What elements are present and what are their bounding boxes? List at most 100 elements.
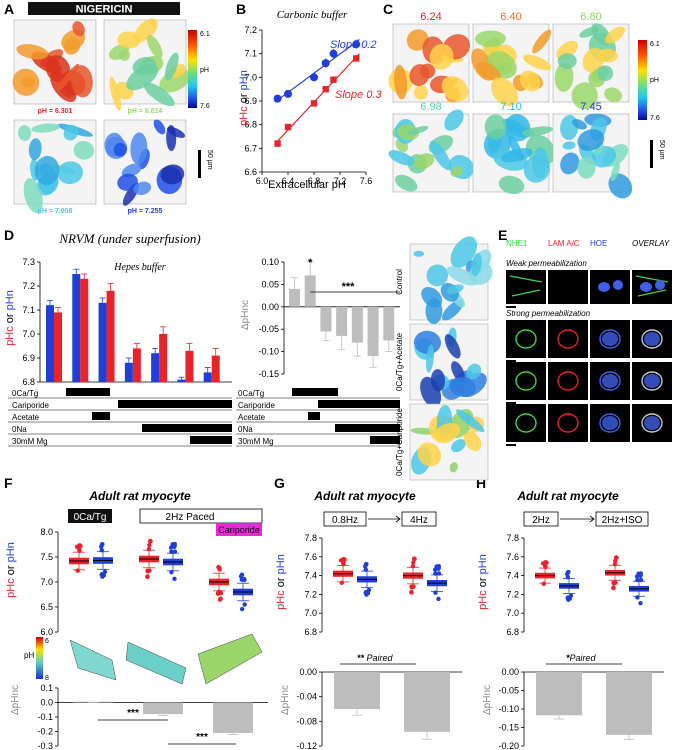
panel-e-strong-nucleus [602, 416, 618, 430]
panel-e-scalebar [506, 402, 516, 404]
panel-d-image-1-cell [425, 344, 435, 373]
panel-c-tile-5 [552, 113, 633, 199]
panel-f-top-outlier [147, 538, 153, 544]
panel-g-top-outlier [410, 564, 416, 569]
panel-a-tile-1-cell [132, 57, 157, 75]
panel-h-ylabel: pHc or pHn [477, 554, 489, 610]
panel-f-top-outlier [147, 568, 152, 573]
panel-a-tile-2-cell [63, 124, 79, 141]
panel-d-left-ytick-label: 6.9 [22, 353, 35, 363]
panel-f-tag-0catg-box [68, 509, 112, 523]
panel-a-tile-2-cell [31, 123, 60, 133]
panel-g-top-outlier [366, 587, 372, 593]
panel-b-xlabel: Extracellular pH [268, 179, 346, 191]
nigericin-header [28, 2, 180, 15]
panel-c-tile-label-2: 6.80 [580, 11, 601, 23]
panel-h-top-outlier [613, 558, 618, 564]
panel-a-tile-3-cell [160, 164, 185, 185]
panel-h-bottom-ytick-label: -0.15 [498, 723, 519, 733]
panel-a-tile-0-cell [71, 65, 93, 98]
panel-d-left-bar-pHc [185, 350, 194, 382]
panel-g-top-ytick-label: 7.6 [304, 552, 317, 562]
panel-d-cond-bar [66, 388, 110, 396]
panel-d-cond-bar [92, 412, 110, 420]
panel-c-tile-2 [552, 23, 630, 110]
panel-a-tile-3-cell [166, 126, 186, 138]
panel-e-strong-label: Strong permeabilization [506, 309, 591, 318]
panel-d-image-2-cell [451, 439, 466, 453]
panel-c-tile-2-cell [571, 82, 598, 110]
panel-f-top-outlier [168, 545, 174, 550]
panel-b-point-pHn [310, 73, 318, 82]
panel-c-tile-3-cell [407, 126, 429, 135]
panel-b-point-pHn [352, 40, 361, 49]
panel-h-bottom-bar [606, 672, 652, 735]
panel-d-star-triple: *** [342, 281, 356, 293]
panel-g-dlabel: ΔpHnc [280, 685, 291, 715]
panel-e-strong-ring [641, 329, 663, 349]
panel-d-cond-bar [308, 412, 320, 420]
panel-a-tile-label-0: pH = 6.301 [38, 108, 73, 115]
panel-d-left-bar-pHc [80, 278, 89, 382]
panel-h-top-outlier [635, 595, 640, 600]
panel-d-image-label-1: 0Ca/Tg+Acetate [395, 332, 404, 391]
panel-d-image-2-cell [449, 462, 458, 473]
panel-g-top-outlier [436, 564, 441, 569]
panel-g-tag-1: 0.8Hz [332, 515, 358, 526]
panel-f-top-outlier [145, 574, 150, 580]
panel-b-title: Carbonic buffer [277, 9, 348, 21]
panel-e-strong-cell [548, 320, 588, 358]
panel-d-image-0-cell [425, 297, 443, 325]
panel-d-right-ylabel: ΔpHnc [240, 300, 251, 330]
panel-h: Adult rat myocyte 2Hz 2Hz+ISO pHc or pHn… [477, 489, 664, 750]
panel-b-xtick-label: 6.0 [256, 176, 269, 186]
panel-f-top-outlier [172, 576, 177, 582]
panel-e-scalebar [506, 444, 516, 446]
panel-d-cond-bar [370, 436, 400, 444]
panel-f-top-ytick-label: 8.0 [40, 527, 53, 537]
panel-c-tile-5-cell [560, 152, 580, 175]
panel-c-tile-5-cell [577, 156, 596, 179]
panel-c-tile-1-cell [474, 30, 506, 47]
panel-c: 6.24 6.40 6.80 6.98 7.10 7.45 6.1 pH 7.6 50 µ… [388, 11, 665, 199]
panel-e-weak-nucleus [598, 282, 610, 292]
panel-g-top-outlier [339, 580, 344, 586]
panel-b-point-pHc [284, 123, 292, 131]
panel-c-tile-3-cell [414, 153, 435, 170]
panel-e-header-3: OVERLAY [632, 239, 670, 248]
panel-f-ph-label: pH [24, 651, 34, 660]
panel-e-strong-cell [506, 362, 546, 400]
panel-c-tile-4 [472, 113, 556, 195]
panel-d-image-1-cell [466, 363, 482, 380]
panel-c-tile-0 [388, 23, 471, 103]
panel-d-image-0-cell [450, 236, 478, 268]
panel-e-weak-nucleus [613, 280, 623, 290]
panel-d-left-bar-pHn [177, 379, 186, 382]
panel-f-bottom-bar [143, 702, 183, 715]
panel-a-tile-1-cell [109, 76, 122, 111]
panel-h-top-outlier [638, 577, 644, 583]
panel-c-tile-3-cell [444, 109, 464, 131]
panel-a-tile-0 [12, 19, 97, 105]
panel-b-xtick-label: 7.2 [334, 176, 347, 186]
panel-e-strong-ring [515, 329, 537, 349]
panel-g-bottom-ytick-label: -0.12 [296, 741, 317, 750]
panel-a-tile-1-cell [147, 35, 163, 59]
panel-h-top-outlier [638, 600, 643, 606]
panel-f-top-outlier [100, 574, 105, 579]
panel-d-left-ytick-label: 7.1 [22, 305, 35, 315]
panel-c-tile-2-cell [597, 65, 614, 82]
panel-f-top-outlier [217, 565, 222, 571]
panel-f-tag-cariporide-box [216, 523, 262, 536]
panel-e-strong-nucleus [602, 374, 618, 388]
panel-a-tile-0-cell [56, 63, 80, 92]
panel-e-strong-ring [515, 413, 537, 433]
panel-e-scalebar-0 [506, 306, 516, 308]
panel-e-weak-cell-1 [548, 270, 588, 304]
panel-c-tile-4-cell [484, 114, 507, 140]
panel-f: Adult rat myocyte 0Ca/Tg 2Hz Paced Carip… [5, 489, 268, 750]
panel-f-top-outlier [169, 549, 174, 554]
panel-d-image-0-cell [446, 266, 479, 286]
panel-h-top-outlier [611, 585, 616, 591]
panel-f-bottom-ytick-label: -0.1 [37, 712, 53, 722]
